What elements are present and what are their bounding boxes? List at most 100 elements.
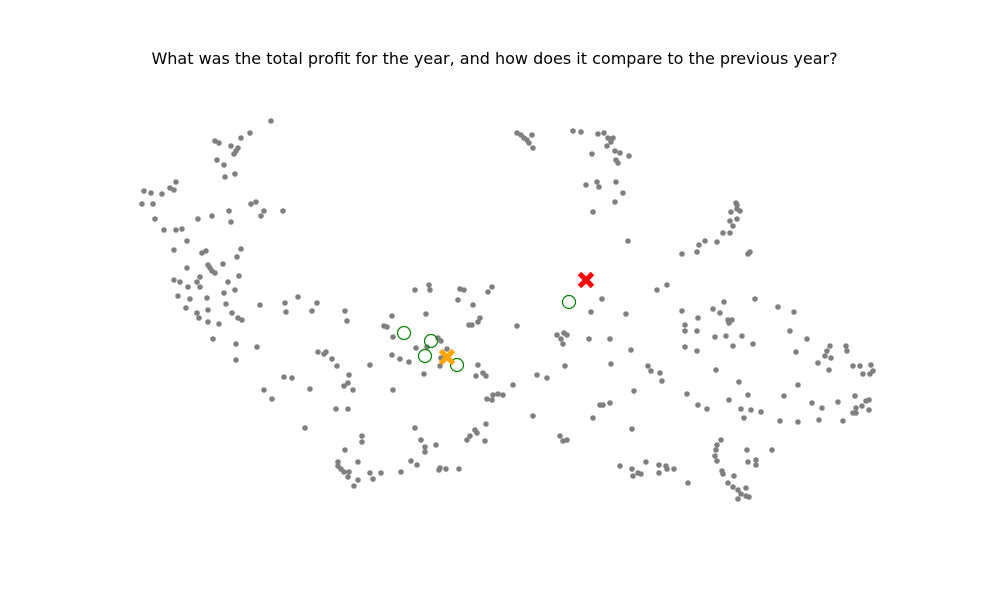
- data-point: [384, 324, 390, 330]
- data-point: [607, 336, 613, 342]
- data-point: [526, 140, 532, 146]
- data-point: [728, 209, 734, 215]
- data-point: [205, 319, 211, 325]
- data-point: [620, 190, 626, 196]
- data-point: [350, 387, 356, 393]
- data-point: [161, 227, 167, 233]
- data-point: [787, 328, 793, 334]
- data-point: [173, 227, 179, 233]
- data-point: [282, 300, 288, 306]
- data-point: [625, 238, 631, 244]
- data-point: [745, 251, 751, 257]
- data-point: [141, 188, 147, 194]
- data-point: [484, 396, 490, 402]
- data-point: [704, 406, 710, 412]
- data-point: [714, 458, 720, 464]
- data-point: [777, 418, 783, 424]
- data-point: [726, 397, 732, 403]
- data-point: [232, 171, 238, 177]
- data-point: [321, 351, 327, 357]
- data-point: [714, 442, 720, 448]
- data-point: [589, 151, 595, 157]
- data-point: [583, 182, 589, 188]
- data-point: [203, 248, 209, 254]
- data-point: [355, 459, 361, 465]
- data-point: [723, 333, 729, 339]
- data-point: [822, 353, 828, 359]
- data-point: [408, 458, 414, 464]
- data-point: [793, 349, 799, 355]
- data-point: [194, 279, 200, 285]
- data-point: [631, 388, 637, 394]
- data-point: [171, 277, 177, 283]
- data-point: [466, 322, 472, 328]
- data-point: [228, 143, 234, 149]
- neighbor-point: [449, 357, 465, 373]
- data-point: [490, 392, 496, 398]
- data-point: [595, 131, 601, 137]
- data-point: [850, 410, 856, 416]
- data-point: [444, 346, 450, 352]
- data-point: [819, 405, 825, 411]
- data-point: [475, 319, 481, 325]
- data-point: [741, 415, 747, 421]
- data-point: [248, 201, 254, 207]
- data-point: [184, 265, 190, 271]
- data-point: [171, 187, 177, 193]
- data-point: [628, 347, 634, 353]
- data-point: [406, 359, 412, 365]
- data-point: [475, 362, 481, 368]
- data-point: [558, 336, 564, 342]
- data-point: [433, 442, 439, 448]
- data-point: [257, 302, 263, 308]
- data-point: [195, 216, 201, 222]
- data-point: [398, 469, 404, 475]
- data-point: [735, 496, 741, 502]
- data-point: [578, 129, 584, 135]
- data-point: [600, 402, 606, 408]
- data-point: [389, 313, 395, 319]
- data-point: [456, 466, 462, 472]
- data-point: [859, 403, 865, 409]
- data-point: [222, 174, 228, 180]
- data-point: [173, 179, 179, 185]
- data-point: [210, 336, 216, 342]
- data-point: [355, 477, 361, 483]
- data-point: [612, 199, 618, 205]
- data-point: [473, 373, 479, 379]
- data-point: [745, 459, 751, 465]
- data-point: [341, 383, 347, 389]
- data-point: [816, 417, 822, 423]
- data-point: [844, 348, 850, 354]
- data-point: [342, 308, 348, 314]
- data-point: [736, 379, 742, 385]
- data-point: [852, 393, 858, 399]
- data-point: [483, 421, 489, 427]
- data-point: [236, 273, 242, 279]
- data-point: [720, 230, 726, 236]
- data-point: [389, 352, 395, 358]
- data-point: [694, 249, 700, 255]
- data-point: [216, 321, 222, 327]
- data-point: [482, 438, 488, 444]
- data-point: [721, 299, 727, 305]
- data-point: [713, 447, 719, 453]
- data-point: [605, 135, 611, 141]
- data-point: [554, 332, 560, 338]
- data-point: [534, 372, 540, 378]
- data-point: [148, 190, 154, 196]
- data-point: [769, 447, 775, 453]
- data-point: [601, 130, 607, 136]
- data-point: [152, 216, 158, 222]
- data-point: [427, 287, 433, 293]
- data-point: [758, 409, 764, 415]
- data-point: [359, 439, 365, 445]
- data-point: [791, 309, 797, 315]
- data-point: [731, 473, 737, 479]
- data-point: [617, 463, 623, 469]
- data-point: [485, 289, 491, 295]
- data-point: [870, 368, 876, 374]
- data-point: [418, 437, 424, 443]
- data-point: [596, 184, 602, 190]
- data-point: [664, 466, 670, 472]
